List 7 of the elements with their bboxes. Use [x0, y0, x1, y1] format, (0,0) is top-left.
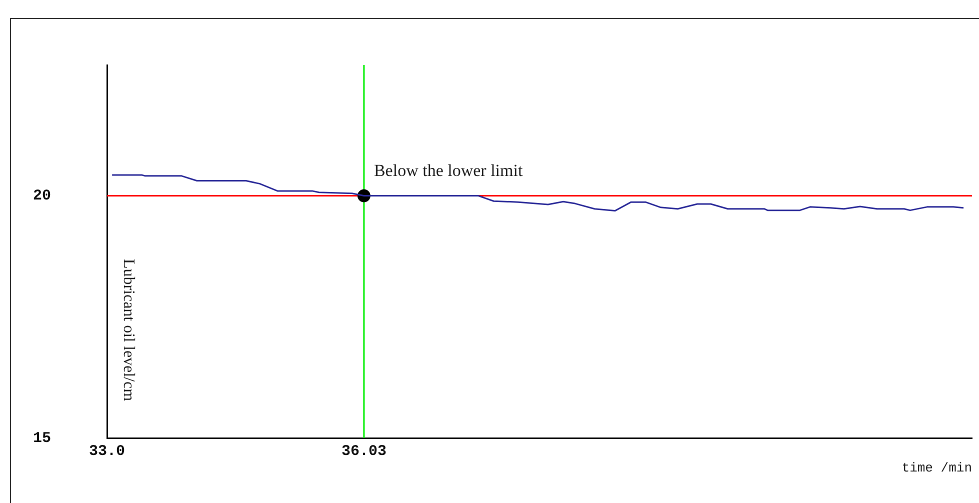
- x-axis-title: time /min: [902, 460, 972, 476]
- y-tick-label: 15: [32, 430, 51, 447]
- y-axis-title: Lubricant oil level/cm: [120, 258, 137, 402]
- y-tick-label: 20: [32, 188, 51, 205]
- annotation: Below the lower limit: [374, 160, 523, 180]
- x-tick-label: 36.03: [341, 442, 386, 460]
- x-tick-label: 33.0: [88, 442, 126, 460]
